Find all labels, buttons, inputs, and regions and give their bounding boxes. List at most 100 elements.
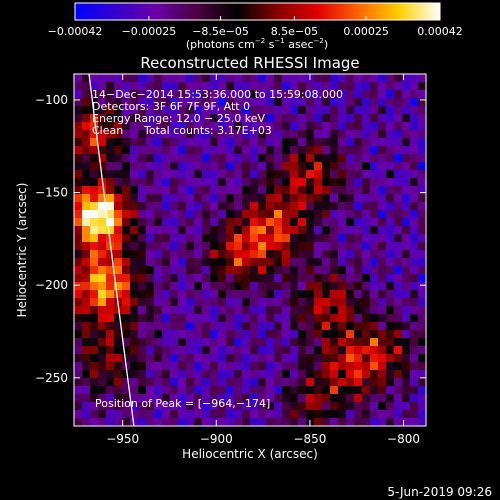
heatmap-cell [98, 138, 107, 147]
heatmap-cell [154, 378, 163, 387]
heatmap-cell [186, 74, 195, 83]
heatmap-cell [386, 234, 395, 243]
heatmap-cell [186, 218, 195, 227]
heatmap-cell [90, 322, 99, 331]
heatmap-cell [82, 330, 91, 339]
heatmap-cell [298, 210, 307, 219]
heatmap-cell [122, 218, 131, 227]
heatmap-cell [250, 178, 259, 187]
heatmap-cell [306, 290, 315, 299]
heatmap-cell [266, 114, 275, 123]
heatmap-cell [394, 218, 403, 227]
heatmap-cell [402, 346, 411, 355]
heatmap-cell [122, 378, 131, 387]
heatmap-cell [330, 266, 339, 275]
heatmap-cell [410, 90, 419, 99]
heatmap-cell [194, 386, 203, 395]
heatmap-cell [178, 170, 187, 179]
heatmap-cell [298, 130, 307, 139]
heatmap-cell [234, 178, 243, 187]
heatmap-cell [258, 282, 267, 291]
heatmap-cell [114, 234, 123, 243]
heatmap-cell [154, 146, 163, 155]
heatmap-cell [298, 178, 307, 187]
heatmap-cell [402, 114, 411, 123]
heatmap-cell [130, 378, 139, 387]
heatmap-cell [338, 98, 347, 107]
heatmap-cell [154, 226, 163, 235]
heatmap-cell [298, 402, 307, 411]
heatmap-cell [178, 202, 187, 211]
heatmap-cell [266, 330, 275, 339]
heatmap-cell [242, 418, 251, 426]
heatmap-cell [106, 202, 115, 211]
heatmap-cell [402, 154, 411, 163]
heatmap-cell [362, 178, 371, 187]
heatmap-cell [90, 138, 99, 147]
heatmap-cell [170, 362, 179, 371]
heatmap-cell [90, 362, 99, 371]
heatmap-cell [346, 378, 355, 387]
y-tick-label: −250 [35, 371, 68, 385]
heatmap-cell [410, 234, 419, 243]
heatmap-cell [178, 394, 187, 403]
heatmap-cell [74, 282, 83, 291]
heatmap-cell [330, 330, 339, 339]
heatmap-cell [314, 170, 323, 179]
heatmap-cell [322, 234, 331, 243]
heatmap-cell [186, 306, 195, 315]
heatmap-cell [170, 202, 179, 211]
heatmap-cell [346, 162, 355, 171]
heatmap-cell [410, 218, 419, 227]
x-tick-label: −800 [387, 432, 420, 446]
heatmap-cell [234, 330, 243, 339]
heatmap-cell [154, 106, 163, 115]
heatmap-cell [362, 282, 371, 291]
heatmap-cell [274, 338, 283, 347]
heatmap-cell [282, 330, 291, 339]
heatmap-cell [122, 210, 131, 219]
heatmap-cell [322, 82, 331, 91]
heatmap-cell [250, 314, 259, 323]
heatmap-cell [354, 386, 363, 395]
heatmap-cell [258, 202, 267, 211]
heatmap-cell [234, 266, 243, 275]
heatmap-cell [274, 290, 283, 299]
heatmap-cell [418, 106, 426, 115]
heatmap-cell [378, 242, 387, 251]
heatmap-cell [202, 298, 211, 307]
heatmap-cell [346, 114, 355, 123]
heatmap-cell [114, 82, 123, 91]
heatmap-cell [130, 346, 139, 355]
heatmap-cell [82, 154, 91, 163]
heatmap-cell [418, 242, 426, 251]
colorbar-tick-label: −0.00025 [122, 25, 177, 38]
heatmap-cell [114, 378, 123, 387]
heatmap-cell [378, 394, 387, 403]
heatmap-cell [298, 250, 307, 259]
heatmap-cell [314, 362, 323, 371]
heatmap-cell [290, 210, 299, 219]
heatmap-cell [194, 378, 203, 387]
heatmap-cell [274, 186, 283, 195]
heatmap-cell [178, 282, 187, 291]
heatmap-cell [250, 130, 259, 139]
heatmap-cell [146, 114, 155, 123]
heatmap-cell [178, 274, 187, 283]
heatmap-cell [346, 274, 355, 283]
heatmap-cell [178, 266, 187, 275]
heatmap-cell [362, 122, 371, 131]
heatmap-cell [274, 402, 283, 411]
heatmap-cell [218, 346, 227, 355]
heatmap-cell [378, 162, 387, 171]
heatmap-cell [130, 322, 139, 331]
heatmap-cell [98, 114, 107, 123]
heatmap-cell [354, 370, 363, 379]
heatmap-cell [178, 234, 187, 243]
heatmap-cell [274, 98, 283, 107]
heatmap-cell [362, 146, 371, 155]
heatmap-cell [74, 122, 83, 131]
heatmap-cell [130, 122, 139, 131]
heatmap-cell [298, 266, 307, 275]
heatmap-cell [138, 226, 147, 235]
